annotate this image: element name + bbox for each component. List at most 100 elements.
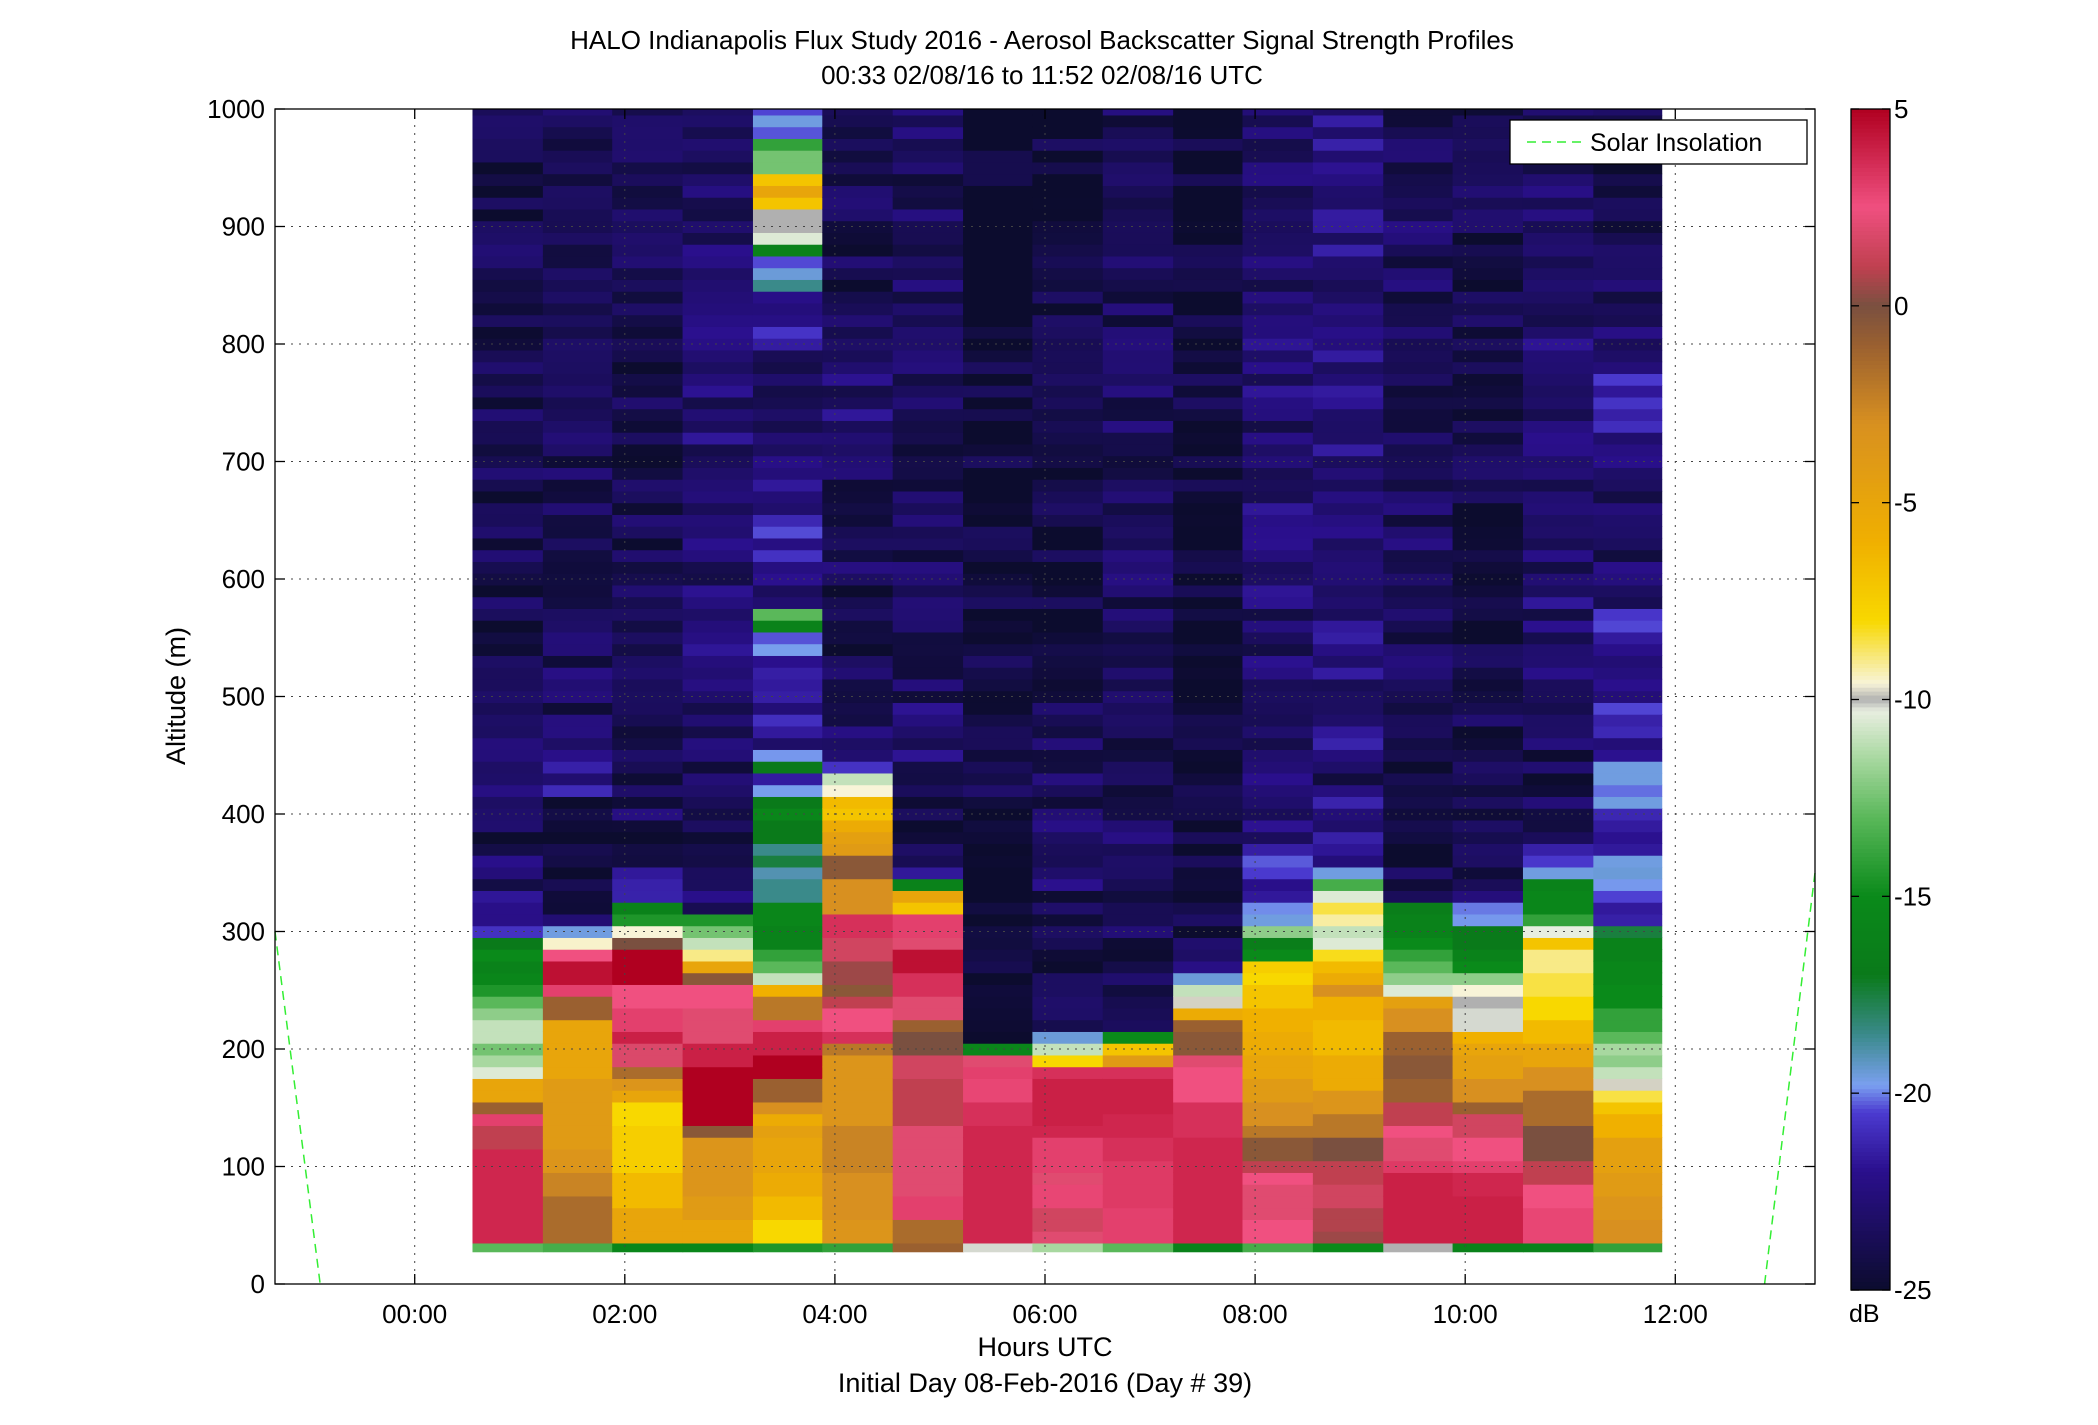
heatmap-cell (1452, 267, 1524, 280)
colorbar-band (1851, 187, 1890, 193)
colorbar-band (1851, 199, 1890, 205)
heatmap-cell (1102, 526, 1174, 539)
heatmap-cell (472, 655, 544, 668)
heatmap-cell (1383, 890, 1454, 903)
heatmap-cell (1032, 373, 1104, 386)
heatmap-cell (892, 1031, 964, 1044)
heatmap-cell (1242, 925, 1314, 938)
heatmap-cell (1242, 220, 1314, 233)
heatmap-cell (542, 467, 613, 480)
heatmap-cell (1242, 1231, 1314, 1244)
colorbar-band (1851, 545, 1890, 551)
heatmap-cell (1522, 1207, 1594, 1220)
heatmap-cell (682, 385, 754, 398)
colorbar-band (1851, 829, 1890, 834)
heatmap-cell (1242, 1137, 1314, 1150)
heatmap-cell (612, 537, 684, 551)
heatmap-cell (1173, 1184, 1244, 1197)
heatmap-cell (1452, 1195, 1524, 1209)
heatmap-cell (1383, 197, 1454, 210)
heatmap-cell (542, 1007, 613, 1021)
heatmap-cell (892, 1101, 964, 1115)
heatmap-cell (542, 373, 613, 386)
colorbar-band (1851, 738, 1890, 744)
heatmap-cell (1032, 749, 1104, 762)
heatmap-cell (1102, 902, 1174, 915)
colorbar-band (1851, 207, 1890, 212)
heatmap-cell (1452, 690, 1524, 703)
heatmap-cell (682, 173, 754, 186)
heatmap-cell (542, 866, 613, 880)
heatmap-cell (682, 620, 754, 633)
heatmap-cell (542, 949, 613, 962)
heatmap-cell (1383, 109, 1454, 116)
heatmap-cell (892, 1242, 964, 1253)
heatmap-cell (542, 385, 613, 398)
heatmap-cell (1032, 361, 1104, 374)
heatmap-cell (1312, 208, 1384, 222)
colorbar-band (1851, 1089, 1890, 1094)
heatmap-cell (1593, 314, 1663, 327)
heatmap-cell (963, 749, 1033, 762)
colorbar-band (1851, 1191, 1890, 1197)
heatmap-cell (822, 514, 894, 527)
colorbar-band (1851, 455, 1890, 460)
colorbar-band (1851, 947, 1890, 953)
heatmap-cell (1242, 455, 1314, 468)
heatmap-cell (1383, 984, 1454, 997)
heatmap-cell (1102, 631, 1174, 645)
heatmap-cell (1452, 1101, 1524, 1115)
heatmap-cell (1102, 502, 1174, 515)
heatmap-cell (822, 1090, 894, 1103)
heatmap-cell (542, 855, 613, 868)
colorbar-band (1851, 526, 1890, 531)
colorbar-band (1851, 479, 1890, 484)
heatmap-cell (542, 902, 613, 915)
colorbar-band (1851, 380, 1890, 386)
heatmap-cell (472, 714, 544, 727)
heatmap-cell (1242, 373, 1314, 386)
colorbar-band (1851, 1230, 1890, 1236)
y-tick-label: 700 (222, 447, 265, 477)
heatmap-cell (472, 1207, 544, 1220)
heatmap-cell (1522, 855, 1594, 868)
heatmap-cell (1593, 502, 1663, 515)
heatmap-cell (612, 126, 684, 139)
heatmap-cell (752, 526, 823, 539)
y-tick-label: 400 (222, 799, 265, 829)
profile-column-0233 (682, 109, 754, 1253)
heatmap-cell (1312, 819, 1384, 833)
heatmap-cell (752, 643, 823, 656)
heatmap-cell (752, 561, 823, 574)
heatmap-cell (1593, 373, 1663, 386)
heatmap-cell (1312, 725, 1384, 739)
heatmap-cell (1522, 796, 1594, 809)
heatmap-cell (1522, 1019, 1594, 1032)
heatmap-cell (1173, 1148, 1244, 1162)
profile-column-1113 (1593, 109, 1663, 1253)
heatmap-cell (682, 1219, 754, 1232)
chart-subtitle: 00:33 02/08/16 to 11:52 02/08/16 UTC (821, 60, 1263, 90)
heatmap-cell (542, 996, 613, 1009)
heatmap-cell (1522, 220, 1594, 233)
heatmap-cell (542, 878, 613, 891)
colorbar-band (1851, 1002, 1890, 1008)
heatmap-cell (682, 796, 754, 809)
heatmap-cell (1452, 702, 1524, 715)
heatmap-cell (1032, 1125, 1104, 1138)
heatmap-cell (1593, 1113, 1663, 1126)
heatmap-cell (1173, 1172, 1244, 1185)
heatmap-cell (542, 138, 613, 151)
heatmap-cell (1242, 109, 1314, 116)
heatmap-cell (963, 643, 1033, 656)
heatmap-cell (542, 1231, 613, 1244)
heatmap-cell (1593, 1078, 1663, 1091)
heatmap-cell (1173, 1066, 1244, 1079)
heatmap-cell (472, 702, 544, 715)
heatmap-cell (1452, 1019, 1524, 1032)
heatmap-cell (472, 996, 544, 1009)
heatmap-cell (1242, 443, 1314, 457)
heatmap-cell (542, 502, 613, 515)
colorbar-band (1851, 1179, 1890, 1185)
